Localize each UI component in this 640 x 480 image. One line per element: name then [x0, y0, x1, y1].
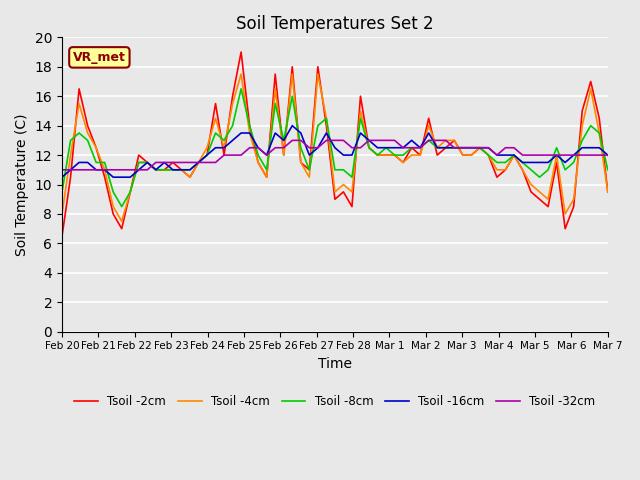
Tsoil -2cm — [220, 152, 228, 158]
Tsoil -2cm — [186, 174, 194, 180]
Tsoil -32cm — [58, 167, 66, 173]
Tsoil -16cm — [220, 145, 228, 151]
Tsoil -16cm — [289, 123, 296, 129]
Tsoil -4cm — [544, 196, 552, 202]
Tsoil -4cm — [118, 218, 125, 224]
Tsoil -2cm — [237, 49, 245, 55]
Line: Tsoil -8cm: Tsoil -8cm — [62, 89, 608, 206]
Text: VR_met: VR_met — [73, 51, 126, 64]
Tsoil -4cm — [587, 86, 595, 92]
Tsoil -4cm — [195, 159, 202, 165]
X-axis label: Time: Time — [318, 357, 352, 371]
Tsoil -32cm — [348, 145, 356, 151]
Line: Tsoil -16cm: Tsoil -16cm — [62, 126, 608, 177]
Tsoil -16cm — [297, 130, 305, 136]
Tsoil -32cm — [289, 137, 296, 143]
Tsoil -8cm — [195, 159, 202, 165]
Tsoil -32cm — [220, 152, 228, 158]
Tsoil -16cm — [186, 167, 194, 173]
Legend: Tsoil -2cm, Tsoil -4cm, Tsoil -8cm, Tsoil -16cm, Tsoil -32cm: Tsoil -2cm, Tsoil -4cm, Tsoil -8cm, Tsoi… — [70, 391, 600, 413]
Tsoil -2cm — [297, 159, 305, 165]
Tsoil -8cm — [604, 167, 612, 173]
Tsoil -32cm — [536, 152, 543, 158]
Tsoil -2cm — [587, 79, 595, 84]
Tsoil -8cm — [237, 86, 245, 92]
Tsoil -16cm — [58, 174, 66, 180]
Tsoil -2cm — [348, 204, 356, 209]
Y-axis label: Soil Temperature (C): Soil Temperature (C) — [15, 113, 29, 256]
Tsoil -8cm — [587, 123, 595, 129]
Tsoil -16cm — [604, 152, 612, 158]
Tsoil -4cm — [58, 211, 66, 217]
Tsoil -4cm — [604, 189, 612, 195]
Tsoil -4cm — [356, 108, 364, 114]
Tsoil -16cm — [536, 159, 543, 165]
Tsoil -4cm — [237, 71, 245, 77]
Tsoil -4cm — [305, 174, 313, 180]
Tsoil -8cm — [118, 204, 125, 209]
Tsoil -16cm — [587, 145, 595, 151]
Tsoil -8cm — [58, 189, 66, 195]
Tsoil -8cm — [544, 167, 552, 173]
Tsoil -32cm — [186, 159, 194, 165]
Line: Tsoil -32cm: Tsoil -32cm — [62, 140, 608, 170]
Tsoil -32cm — [587, 152, 595, 158]
Line: Tsoil -2cm: Tsoil -2cm — [62, 52, 608, 236]
Tsoil -8cm — [305, 167, 313, 173]
Tsoil -2cm — [604, 189, 612, 195]
Tsoil -4cm — [228, 101, 236, 107]
Tsoil -8cm — [356, 115, 364, 121]
Line: Tsoil -4cm: Tsoil -4cm — [62, 74, 608, 221]
Title: Soil Temperatures Set 2: Soil Temperatures Set 2 — [236, 15, 434, 33]
Tsoil -16cm — [348, 152, 356, 158]
Tsoil -8cm — [228, 123, 236, 129]
Tsoil -32cm — [297, 137, 305, 143]
Tsoil -32cm — [604, 152, 612, 158]
Tsoil -2cm — [536, 196, 543, 202]
Tsoil -2cm — [58, 233, 66, 239]
